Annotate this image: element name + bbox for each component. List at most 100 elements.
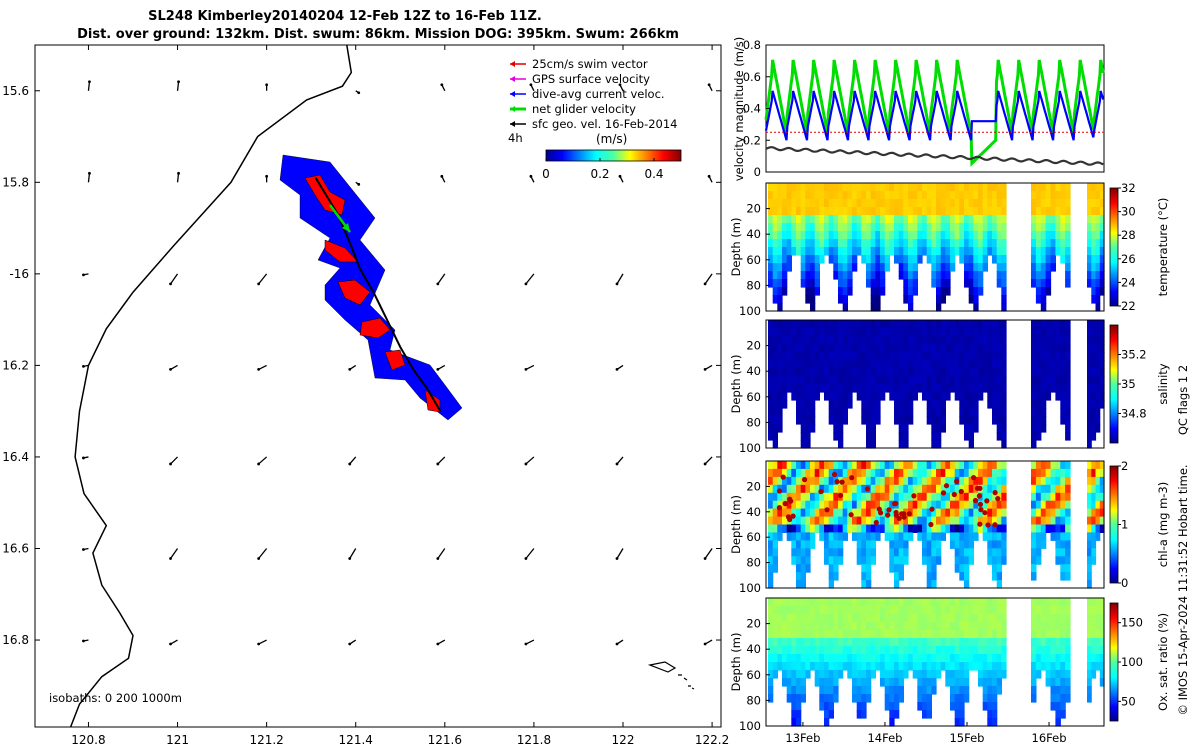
heatmap-cell bbox=[833, 670, 839, 679]
heatmap-cell bbox=[959, 524, 965, 533]
heatmap-cell bbox=[968, 360, 974, 369]
heatmap-cell bbox=[964, 344, 970, 353]
heatmap-cell bbox=[786, 239, 792, 248]
heatmap-cell bbox=[870, 630, 876, 639]
heatmap-cell bbox=[800, 247, 806, 256]
heatmap-cell bbox=[856, 199, 862, 208]
heatmap-cell bbox=[964, 239, 970, 248]
heatmap-cell bbox=[968, 662, 974, 671]
heatmap-cell bbox=[880, 247, 886, 256]
heatmap-cell bbox=[861, 516, 867, 526]
heatmap-cell bbox=[1001, 376, 1007, 385]
heatmap-cell bbox=[964, 614, 970, 623]
heatmap-cell bbox=[842, 606, 848, 615]
heatmap-cell bbox=[847, 384, 853, 393]
heatmap-cell bbox=[889, 215, 895, 224]
heatmap-cell bbox=[912, 468, 918, 478]
heatmap-cell bbox=[922, 548, 928, 557]
heatmap-cell bbox=[800, 352, 806, 361]
heatmap-cell bbox=[777, 622, 783, 631]
heatmap-cell bbox=[796, 408, 802, 417]
heatmap-cell bbox=[954, 392, 960, 401]
heatmap-cell bbox=[791, 686, 797, 695]
heatmap-cell bbox=[842, 207, 848, 216]
heatmap-cell bbox=[964, 368, 970, 377]
heatmap-cell bbox=[847, 638, 853, 647]
heatmap-cell bbox=[875, 303, 881, 312]
heatmap-cell bbox=[870, 662, 876, 671]
heatmap-cell bbox=[987, 630, 993, 639]
heatmap-cell bbox=[1095, 508, 1101, 518]
heatmap-cell bbox=[805, 598, 811, 607]
heatmap-cell bbox=[908, 598, 914, 607]
heatmap-cell bbox=[926, 500, 932, 510]
heatmap-cell bbox=[968, 384, 974, 393]
heatmap-cell bbox=[889, 556, 895, 565]
heatmap-cell bbox=[959, 344, 965, 353]
heatmap-cell bbox=[1045, 255, 1052, 264]
heatmap-cell bbox=[1095, 484, 1101, 494]
heatmap-cell bbox=[926, 223, 932, 232]
heatmap-cell bbox=[922, 532, 928, 541]
legend-arrowhead bbox=[510, 76, 515, 82]
heatmap-cell bbox=[1065, 556, 1071, 565]
heatmap-cell bbox=[870, 328, 876, 337]
heatmap-cell bbox=[996, 368, 1002, 377]
heatmap-cell bbox=[973, 476, 979, 486]
heatmap-cell bbox=[786, 263, 792, 272]
heatmap-cell bbox=[978, 368, 984, 377]
heatmap-cell bbox=[866, 424, 872, 433]
heatmap-cell bbox=[987, 320, 993, 329]
heatmap-cell bbox=[884, 638, 890, 647]
heatmap-cell bbox=[978, 336, 984, 345]
heatmap-cell bbox=[833, 432, 839, 441]
heatmap-cell bbox=[838, 622, 844, 631]
heatmap-cell bbox=[945, 630, 951, 639]
heatmap-cell bbox=[791, 670, 797, 679]
heatmap-cell bbox=[768, 564, 774, 573]
heatmap-cell bbox=[824, 239, 830, 248]
heatmap-cell bbox=[828, 702, 834, 711]
heatmap-cell bbox=[968, 638, 974, 647]
heatmap-cell bbox=[772, 287, 778, 296]
heatmap-cell bbox=[1045, 678, 1052, 687]
heatmap-cell bbox=[1091, 606, 1097, 615]
heatmap-cell bbox=[796, 231, 802, 240]
heatmap-cell bbox=[908, 524, 914, 533]
heatmap-cell bbox=[978, 328, 984, 337]
heatmap-cell bbox=[1031, 376, 1037, 385]
heatmap-cell bbox=[870, 638, 876, 647]
heatmap-cell bbox=[824, 328, 830, 337]
heatmap-cell bbox=[964, 524, 970, 533]
heatmap-cell bbox=[1065, 247, 1071, 256]
heatmap-cell bbox=[810, 540, 816, 549]
heatmap-cell bbox=[917, 360, 923, 369]
sfc-velocity-vector bbox=[176, 81, 180, 91]
heatmap-cell bbox=[824, 702, 830, 711]
heatmap-cell bbox=[992, 622, 998, 631]
heatmap-cell bbox=[936, 670, 942, 679]
heatmap-cell bbox=[964, 183, 970, 192]
heatmap-cell bbox=[814, 191, 820, 200]
heatmap-cell bbox=[1087, 606, 1092, 615]
heatmap-cell bbox=[1060, 492, 1066, 502]
heatmap-cell bbox=[866, 344, 872, 353]
heatmap-cell bbox=[866, 328, 872, 337]
heatmap-cell bbox=[1035, 532, 1042, 541]
heatmap-cell bbox=[875, 468, 881, 478]
heatmap-cell bbox=[842, 598, 848, 607]
heatmap-cell bbox=[959, 336, 965, 345]
heatmap-cell bbox=[926, 654, 932, 663]
heatmap-cell bbox=[1050, 199, 1056, 208]
heatmap-cell bbox=[908, 239, 914, 248]
heatmap-cell bbox=[954, 500, 960, 510]
heatmap-cell bbox=[777, 287, 783, 296]
heatmap-cell bbox=[1065, 598, 1071, 607]
heatmap-cell bbox=[810, 638, 816, 647]
heatmap-cell bbox=[847, 670, 853, 679]
sfc-velocity-vector-head bbox=[615, 642, 619, 646]
heatmap-cell bbox=[782, 606, 788, 615]
heatmap-cell bbox=[917, 255, 923, 264]
heatmap-cell bbox=[800, 255, 806, 264]
heatmap-cell bbox=[950, 524, 956, 533]
